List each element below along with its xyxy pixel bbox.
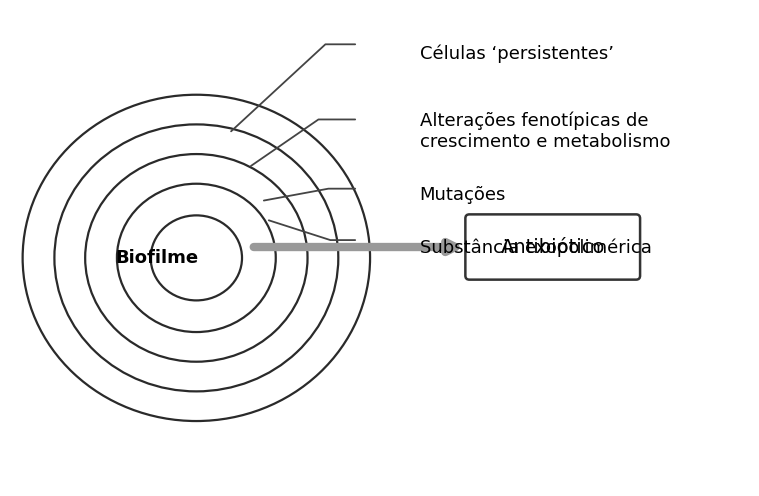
Text: Mutações: Mutações <box>420 186 506 204</box>
Text: Antibiótico: Antibiótico <box>500 238 605 256</box>
Text: Células ‘persistentes’: Células ‘persistentes’ <box>420 44 614 63</box>
Text: Alterações fenotípicas de
crescimento e metabolismo: Alterações fenotípicas de crescimento e … <box>420 112 670 151</box>
Text: Substância exopolimérica: Substância exopolimérica <box>420 238 651 256</box>
Text: Biofilme: Biofilme <box>115 249 198 267</box>
FancyBboxPatch shape <box>465 214 640 280</box>
